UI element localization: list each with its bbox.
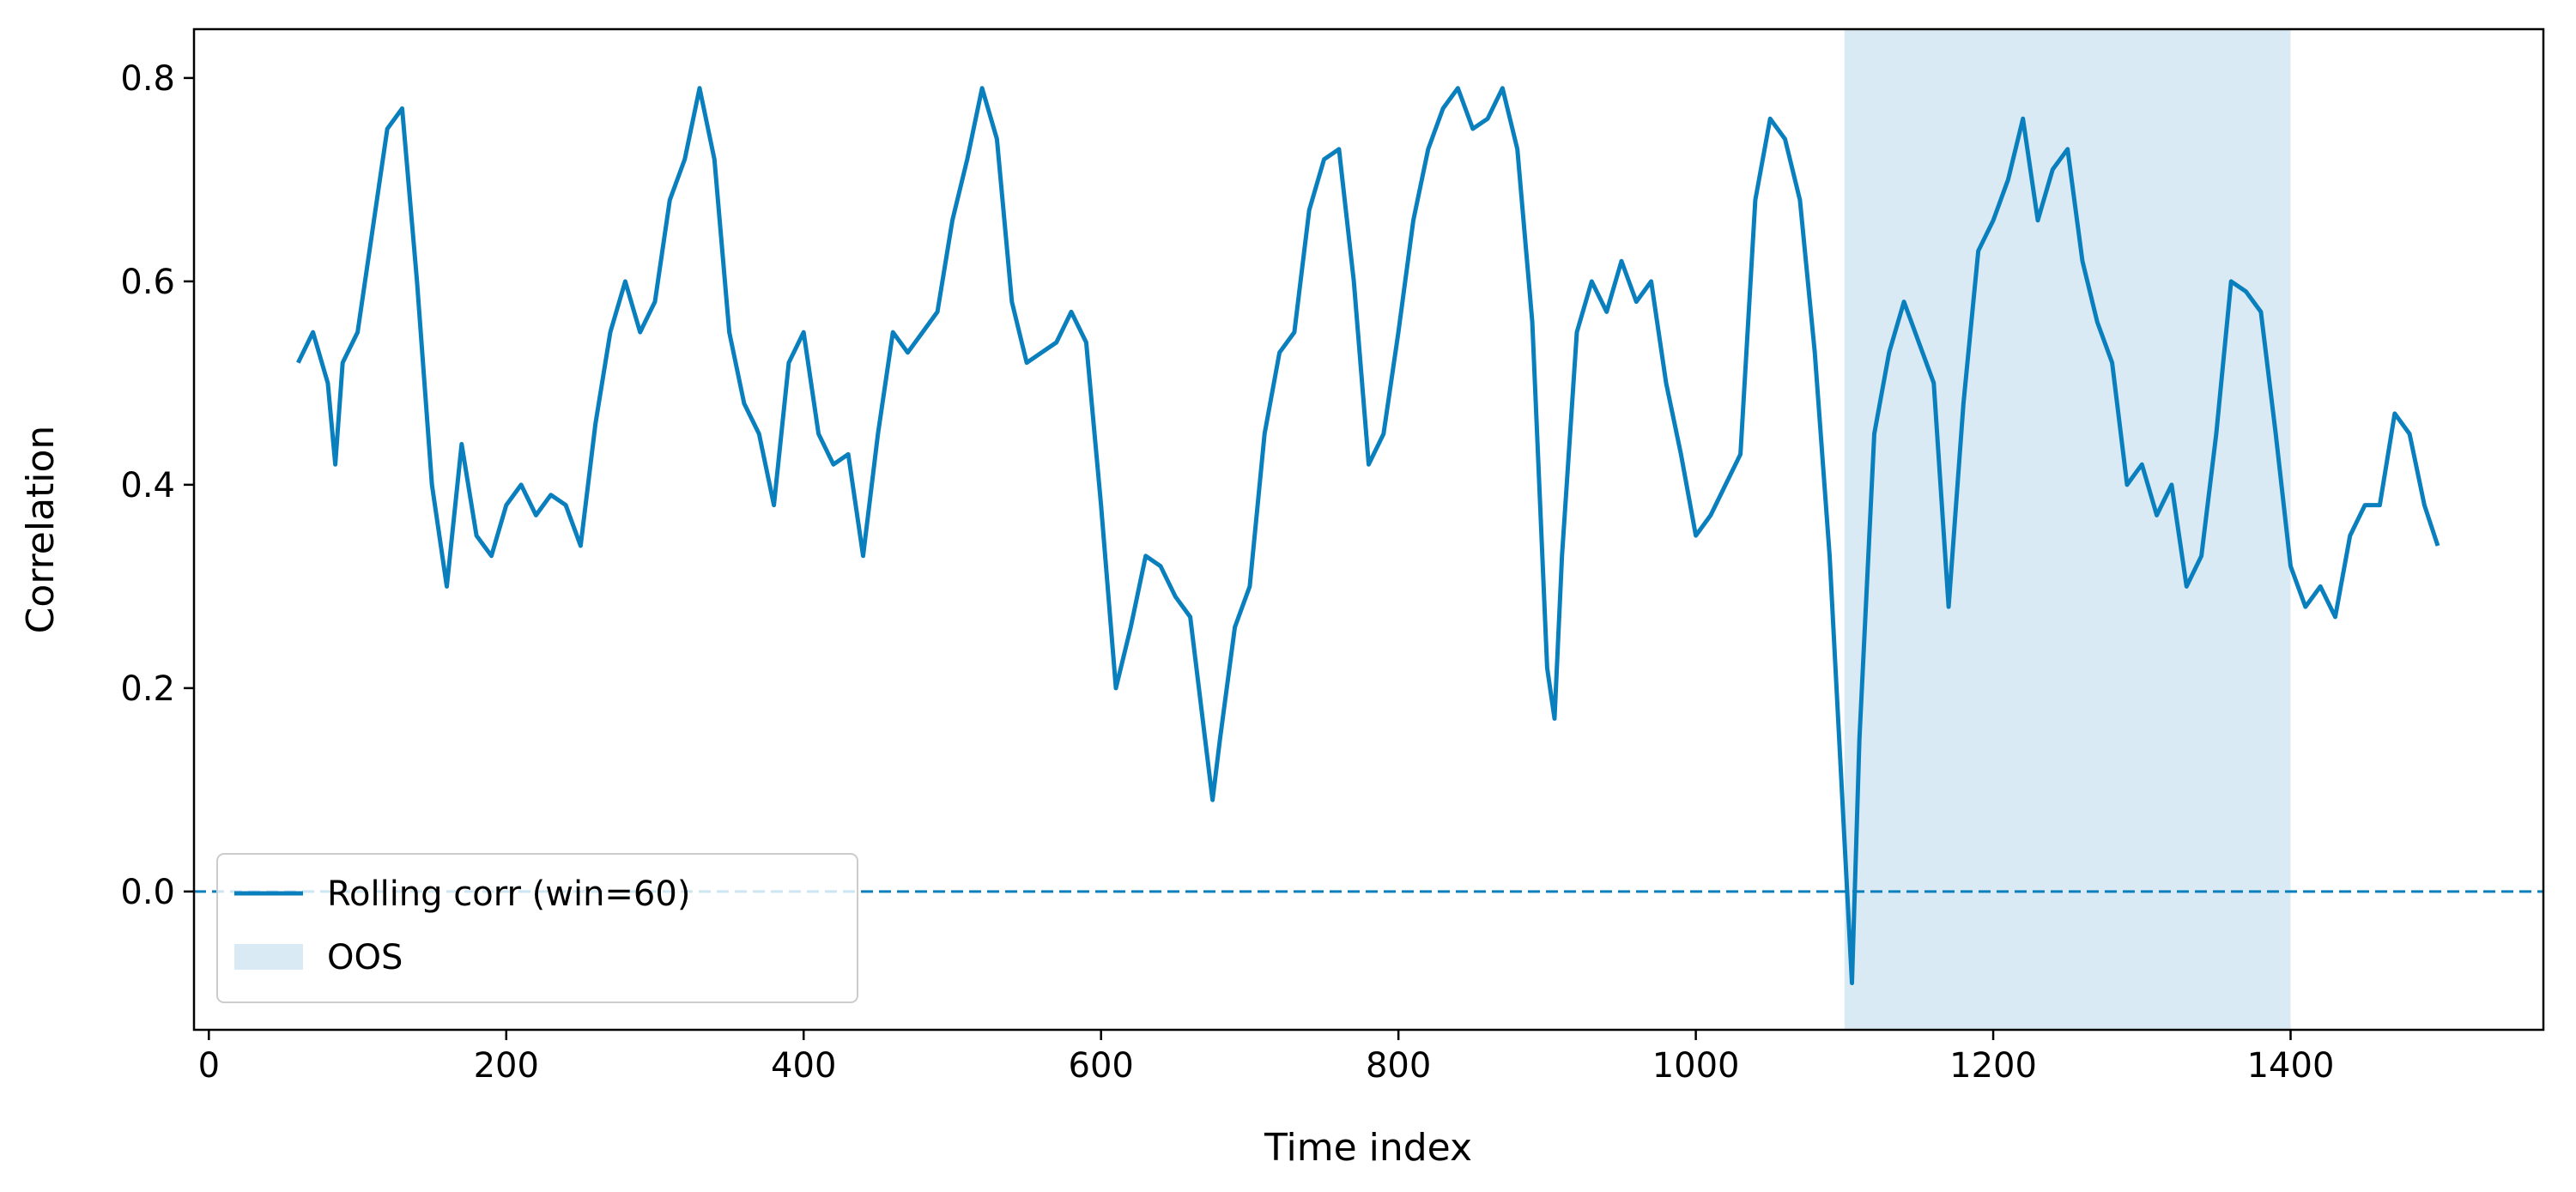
x-tick-label: 1000 [1652, 1046, 1740, 1086]
x-axis-label: Time index [1264, 1126, 1472, 1170]
legend-label: Rolling corr (win=60) [327, 874, 690, 914]
plot-frame [192, 27, 2545, 1032]
x-tick-label: 600 [1069, 1046, 1134, 1086]
y-tick-label: 0.0 [120, 873, 175, 912]
x-tick-label: 1400 [2247, 1046, 2335, 1086]
y-tick-label: 0.2 [120, 669, 175, 709]
series-line [296, 86, 2440, 985]
legend-box [216, 853, 858, 1003]
x-tick-label: 400 [771, 1046, 836, 1086]
x-tick-label: 200 [474, 1046, 539, 1086]
y-tick-label: 0.6 [120, 263, 175, 302]
oos-span [1844, 29, 2291, 1030]
x-tick-label: 800 [1366, 1046, 1431, 1086]
y-tick-label: 0.4 [120, 466, 175, 505]
legend-label: OOS [327, 938, 403, 977]
y-tick-label: 0.8 [120, 59, 175, 99]
legend-patch [234, 944, 303, 970]
x-tick-label: 1200 [1949, 1046, 2037, 1086]
y-axis-label: Correlation [19, 426, 63, 634]
x-tick-label: 0 [198, 1046, 220, 1086]
